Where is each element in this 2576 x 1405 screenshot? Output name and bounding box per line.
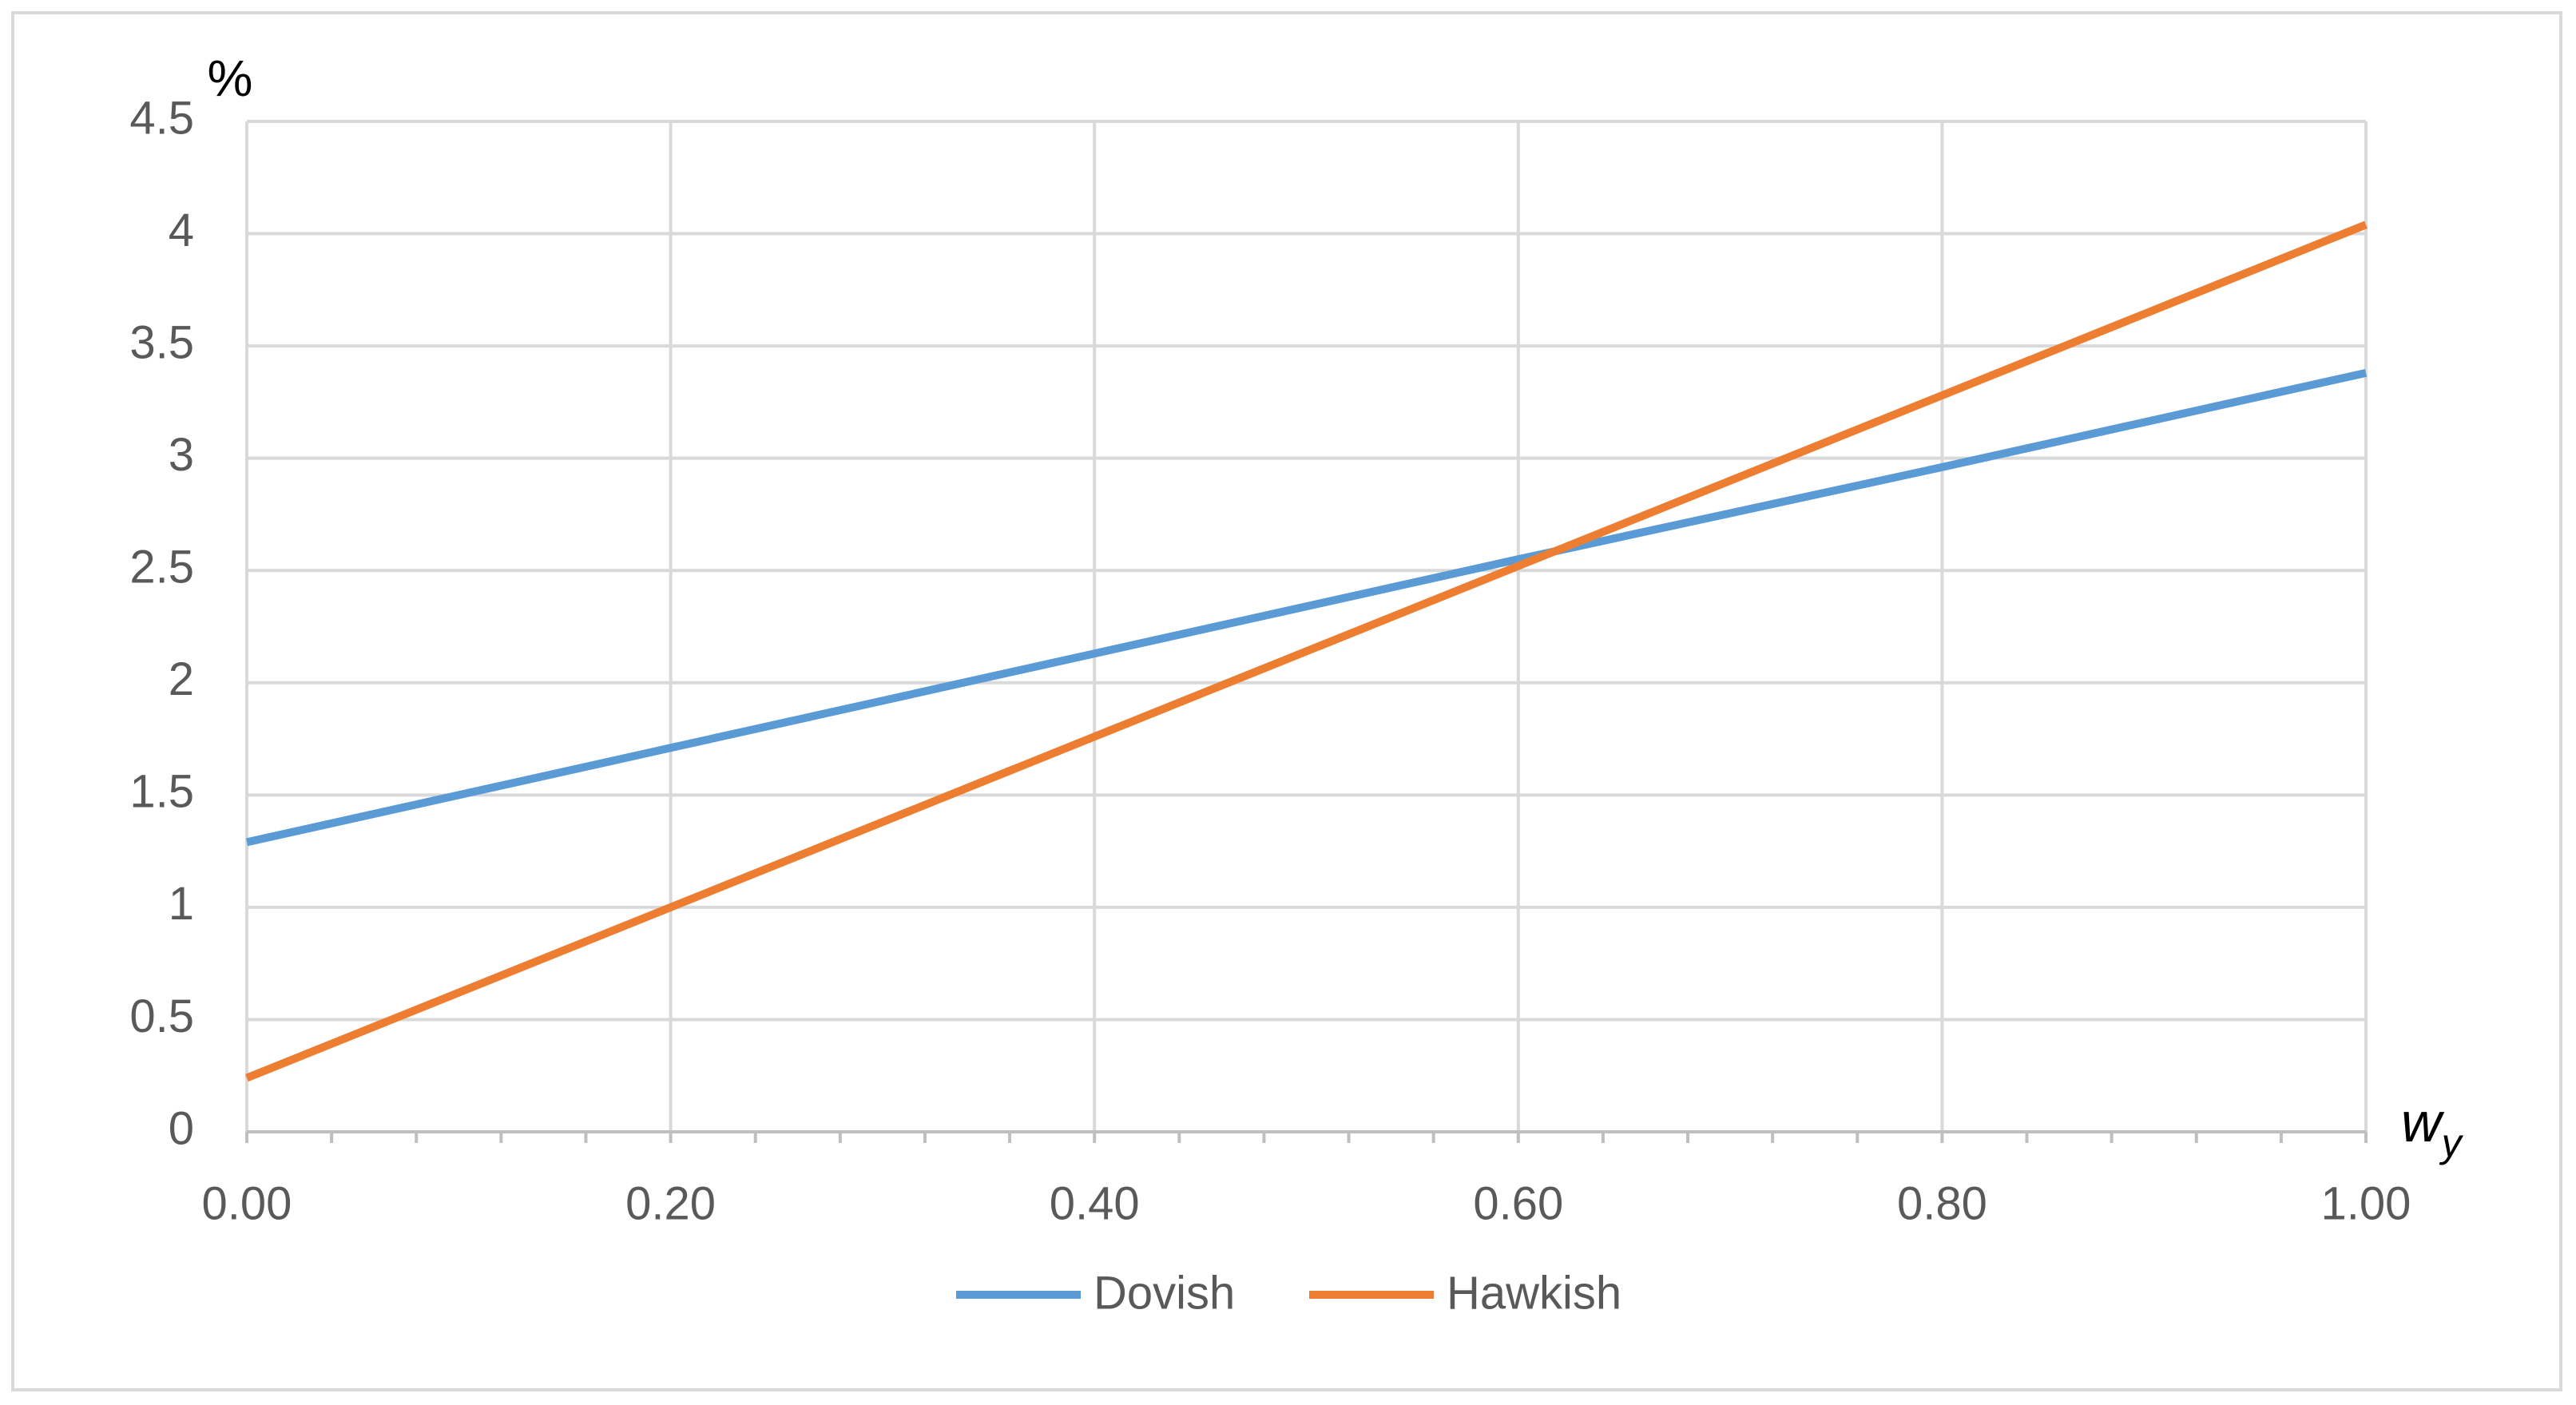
y-axis-label: %: [208, 50, 253, 107]
x-tick-label: 0.20: [625, 1177, 716, 1229]
line-series: [245, 220, 2368, 1082]
x-tick-label: 0.80: [1897, 1177, 1987, 1229]
y-tick-label: 4: [169, 204, 194, 256]
x-tick-label: 0.40: [1050, 1177, 1140, 1229]
line-series: [245, 368, 2368, 847]
chart-border: [11, 11, 2562, 1391]
y-tick-label: 0: [169, 1102, 194, 1154]
y-tick-label: 4.5: [129, 92, 194, 144]
y-tick-label: 3: [169, 429, 194, 481]
x-tick-label: 0.00: [202, 1177, 292, 1229]
x-tick-label: 1.00: [2321, 1177, 2411, 1229]
y-tick-label: 3.5: [129, 316, 194, 368]
x-axis-label: wy: [2401, 1091, 2464, 1165]
y-tick-label: 1: [169, 878, 194, 930]
y-tick-label: 2: [169, 653, 194, 705]
legend-label: Dovish: [1094, 1267, 1235, 1319]
legend-label: Hawkish: [1447, 1267, 1621, 1319]
x-axis-label-main: w: [2401, 1091, 2445, 1153]
y-tick-label: 2.5: [129, 542, 194, 593]
y-tick-label: 0.5: [129, 990, 194, 1042]
x-tick-label: 0.60: [1473, 1177, 1563, 1229]
x-axis-label-subscript: y: [2439, 1121, 2464, 1165]
y-tick-label: 1.5: [129, 766, 194, 818]
